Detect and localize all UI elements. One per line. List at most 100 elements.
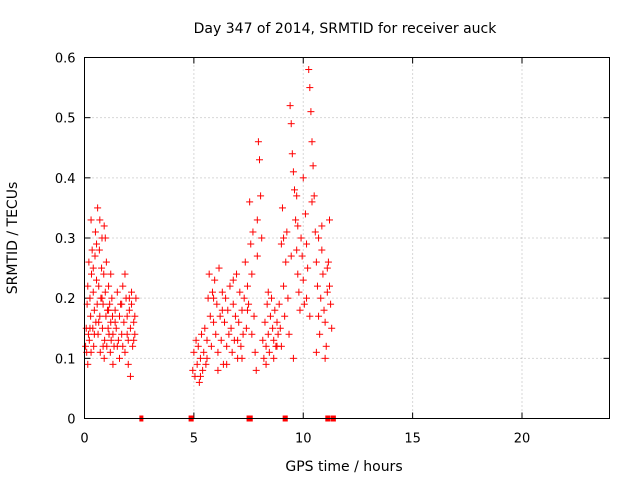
data-point	[86, 294, 94, 302]
data-point	[203, 336, 211, 344]
data-point	[89, 264, 97, 272]
data-point	[96, 348, 104, 356]
data-point	[213, 300, 221, 308]
data-point	[214, 366, 222, 374]
data-point	[236, 288, 244, 296]
data-point	[88, 246, 96, 254]
data-point	[118, 300, 126, 308]
data-point	[303, 294, 311, 302]
data-point	[238, 354, 246, 362]
data-point	[88, 270, 95, 278]
data-point	[106, 348, 114, 356]
data-point	[315, 234, 323, 242]
data-point	[273, 342, 281, 350]
data-point	[105, 282, 113, 290]
data-point	[126, 372, 134, 380]
data-point	[89, 288, 97, 296]
data-point	[100, 354, 108, 362]
data-point	[321, 318, 329, 326]
data-point	[102, 258, 110, 266]
data-point	[189, 366, 197, 374]
data-point	[91, 252, 99, 260]
data-point	[85, 258, 93, 266]
data-point	[109, 312, 116, 320]
data-point	[250, 312, 258, 320]
x-tick-label: 10	[295, 432, 312, 447]
y-tick-label: 0.2	[55, 292, 76, 307]
x-axis-title: GPS time / hours	[285, 459, 402, 475]
data-point	[253, 216, 261, 224]
data-point	[321, 354, 329, 362]
data-point	[104, 324, 112, 332]
data-point	[226, 282, 234, 290]
data-point	[249, 228, 257, 236]
data-point	[113, 288, 121, 296]
data-point	[235, 318, 243, 326]
data-point	[306, 312, 314, 320]
data-point	[300, 300, 308, 308]
data-point	[112, 324, 120, 332]
data-point	[192, 336, 200, 344]
data-point	[223, 342, 231, 350]
scatter-points	[82, 66, 336, 422]
data-point	[207, 342, 215, 350]
data-point	[242, 324, 250, 332]
data-point	[116, 354, 123, 362]
data-point	[198, 330, 206, 338]
axis-ticks: 0 0.1 0.2 0.3 0.4 0.5 0.6 0 5 10 15 20	[55, 52, 610, 447]
data-point	[260, 354, 268, 362]
data-point	[193, 360, 201, 368]
data-point	[293, 246, 301, 254]
data-point	[130, 318, 138, 326]
data-point	[229, 300, 237, 308]
data-point	[251, 348, 259, 356]
data-point	[259, 336, 267, 344]
grid	[84, 57, 610, 419]
data-point	[214, 348, 222, 356]
data-point	[254, 138, 262, 146]
data-point	[194, 342, 202, 350]
y-tick-label: 0.3	[55, 232, 76, 247]
data-point	[202, 360, 210, 368]
data-point	[273, 318, 281, 326]
data-point	[114, 336, 122, 344]
data-point	[116, 312, 123, 320]
data-point	[196, 372, 204, 380]
data-point	[93, 240, 101, 248]
data-point	[84, 360, 92, 368]
data-point	[190, 348, 198, 356]
data-point	[240, 294, 248, 302]
data-point	[313, 282, 321, 290]
data-point	[95, 282, 103, 290]
data-point	[316, 330, 324, 338]
data-point	[113, 342, 121, 350]
data-point	[324, 258, 332, 266]
data-point	[90, 306, 98, 314]
y-tick-label: 0.5	[55, 112, 76, 127]
data-point	[119, 282, 127, 290]
data-point	[283, 228, 291, 236]
data-point	[210, 294, 218, 302]
data-point	[291, 186, 298, 194]
y-tick-label: 0.1	[55, 352, 76, 367]
data-point	[293, 192, 301, 200]
data-point	[199, 366, 207, 374]
data-point	[282, 258, 290, 266]
data-point	[98, 294, 106, 302]
data-point	[298, 252, 306, 260]
data-point	[289, 168, 297, 176]
data-point	[123, 312, 131, 320]
data-point	[123, 330, 131, 338]
data-point	[99, 342, 107, 350]
data-point	[258, 234, 266, 242]
data-point	[100, 270, 108, 278]
data-point	[132, 294, 140, 302]
data-point	[205, 270, 213, 278]
data-point	[318, 246, 326, 254]
data-point	[234, 336, 242, 344]
data-point	[317, 294, 325, 302]
data-point	[278, 204, 286, 212]
data-point	[109, 360, 117, 368]
data-point	[87, 348, 95, 356]
